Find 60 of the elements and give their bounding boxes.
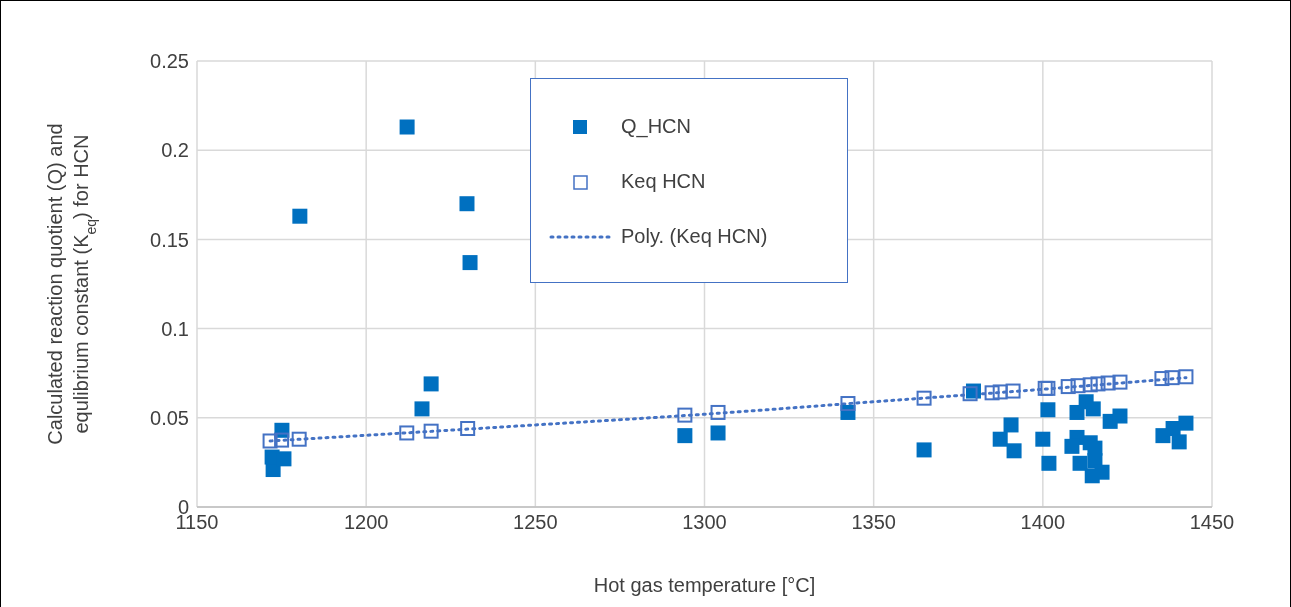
point xyxy=(291,431,307,447)
x-tick-label: 1400 xyxy=(1020,511,1066,534)
y-tick-label: 0.05 xyxy=(150,406,189,429)
point xyxy=(710,404,726,420)
point xyxy=(677,428,693,444)
point xyxy=(399,119,415,135)
point xyxy=(1005,383,1021,399)
x-tick-label: 1350 xyxy=(851,511,896,534)
point xyxy=(423,423,439,439)
point xyxy=(1003,417,1019,433)
x-axis-title: Hot gas temperature [°C] xyxy=(593,574,816,596)
y-tick-label: 0.25 xyxy=(150,50,189,73)
point xyxy=(1090,376,1106,392)
point xyxy=(1064,438,1080,454)
point xyxy=(1082,377,1098,393)
legend-label: Poly. (Keq HCN) xyxy=(621,225,768,248)
point xyxy=(1112,408,1128,424)
point xyxy=(1035,431,1051,447)
point xyxy=(1040,402,1056,418)
point xyxy=(1164,370,1180,386)
point xyxy=(1087,453,1103,469)
y-tick-label: 0.15 xyxy=(150,228,189,251)
point xyxy=(1041,455,1057,471)
point xyxy=(292,208,308,224)
point xyxy=(840,396,856,412)
x-tick-label: 1300 xyxy=(682,511,727,534)
point xyxy=(1100,375,1116,391)
point xyxy=(1085,401,1101,417)
point xyxy=(1006,443,1022,459)
point xyxy=(1072,455,1088,471)
point xyxy=(414,401,430,417)
point xyxy=(677,407,693,423)
point xyxy=(459,196,475,212)
y-tick-label: 0.2 xyxy=(161,139,189,162)
point xyxy=(710,425,726,441)
y-tick-label: 0.1 xyxy=(161,317,189,340)
point xyxy=(992,431,1008,447)
x-tick-label: 1450 xyxy=(1189,511,1235,534)
point xyxy=(1154,371,1170,387)
point xyxy=(1171,434,1187,450)
point xyxy=(916,442,932,458)
point xyxy=(462,255,478,271)
legend-label: Q_HCN xyxy=(621,115,692,138)
point xyxy=(399,425,415,441)
point xyxy=(1070,378,1086,394)
point xyxy=(423,376,439,392)
point xyxy=(1060,379,1076,395)
point xyxy=(274,432,290,448)
x-tick-label: 1200 xyxy=(343,511,389,534)
point xyxy=(916,390,932,406)
point xyxy=(992,384,1008,400)
legend-label: Keq HCN xyxy=(621,170,706,193)
x-tick-label: 1250 xyxy=(513,511,558,534)
point xyxy=(1112,374,1128,390)
point xyxy=(984,385,1000,401)
point xyxy=(1178,369,1194,385)
point xyxy=(460,421,476,436)
point xyxy=(1084,468,1100,484)
point xyxy=(262,433,278,449)
point xyxy=(1178,415,1194,431)
